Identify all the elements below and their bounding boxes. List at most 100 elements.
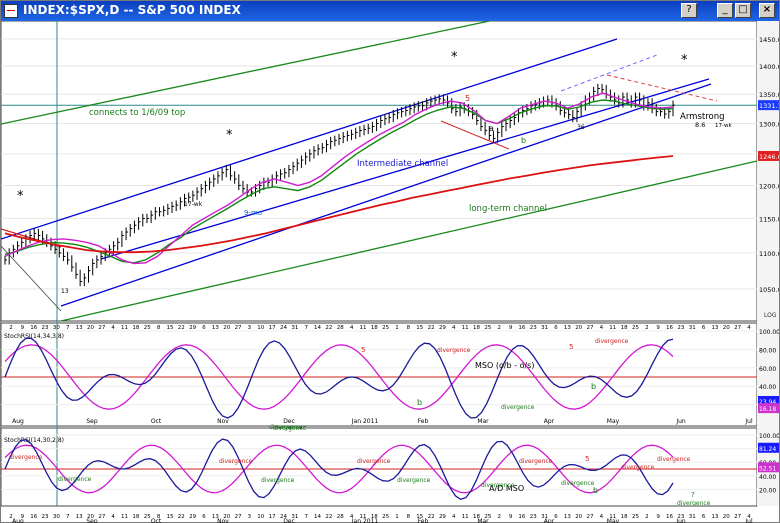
- day-tick-label: 25: [144, 325, 151, 331]
- day-tick-label: 8: [407, 325, 411, 331]
- annotation-connects: connects to 1/6/09 top: [89, 108, 185, 118]
- month-tick-label-bottom: Jun: [675, 518, 686, 523]
- minimize-button[interactable]: _: [717, 3, 733, 18]
- day-tick-label-bottom: 20: [723, 514, 730, 520]
- day-tick-label: 13: [76, 325, 83, 331]
- day-tick-label-bottom: 18: [371, 514, 378, 520]
- window-title: INDEX:$SPX,D -- S&P 500 INDEX: [23, 3, 241, 17]
- indicator-tick-label: 40.00: [759, 384, 776, 391]
- day-tick-label: 14: [314, 325, 321, 331]
- day-tick-label: 9: [509, 325, 513, 331]
- day-tick-label-bottom: 15: [416, 514, 423, 520]
- day-tick-label: 9: [656, 325, 660, 331]
- month-tick-label: Nov: [217, 418, 229, 425]
- day-tick-label: 23: [677, 325, 684, 331]
- annotation-star: *: [17, 189, 24, 204]
- indicator-label: 5: [585, 455, 589, 463]
- day-tick-label: 6: [554, 325, 558, 331]
- day-tick-label-bottom: 4: [350, 514, 354, 520]
- help-button[interactable]: ?: [681, 3, 697, 18]
- day-tick-label-bottom: 13: [212, 514, 219, 520]
- day-tick-label: 22: [178, 325, 185, 331]
- price-tick-label: 1200.00: [759, 182, 779, 190]
- indicator-label: divergence: [501, 404, 535, 411]
- month-tick-label-bottom: Feb: [418, 518, 429, 523]
- day-tick-label-bottom: 31: [689, 514, 696, 520]
- month-tick-label-bottom: Jul: [744, 518, 753, 523]
- annotation-cycle-value: 8.6: [695, 121, 705, 129]
- indicator-signal-line: [4, 444, 674, 494]
- day-tick-label-bottom: 25: [382, 514, 389, 520]
- day-tick-label-bottom: 20: [223, 514, 230, 520]
- day-tick-label-bottom: 25: [144, 514, 151, 520]
- day-tick-label-bottom: 11: [462, 514, 469, 520]
- stochrsi-panel-2: StochRSI(14,30,2,8)100.0080.0060.0040.00…: [1, 433, 779, 507]
- price-tag: [758, 100, 779, 111]
- day-tick-label-bottom: 20: [87, 514, 94, 520]
- indicator-tag-label: 81.24: [759, 446, 776, 453]
- day-tick-label-bottom: 22: [178, 514, 185, 520]
- indicator-label: divergence: [481, 482, 515, 489]
- day-tick-label: 4: [350, 325, 354, 331]
- day-tick-label-bottom: 11: [121, 514, 128, 520]
- day-tick-label: 24: [280, 325, 287, 331]
- day-tick-label-bottom: 4: [600, 514, 604, 520]
- day-tick-label-bottom: 2: [645, 514, 649, 520]
- day-tick-label: 11: [359, 325, 366, 331]
- day-tick-label: 11: [609, 325, 616, 331]
- price-tick-label: 1100.00: [759, 250, 779, 258]
- month-tick-label: Jul: [744, 418, 753, 425]
- day-tick-label-bottom: 7: [304, 514, 308, 520]
- day-tick-label-bottom: 3: [248, 514, 252, 520]
- price-tick-label: 1150.00: [759, 215, 779, 223]
- day-tick-label-bottom: 20: [575, 514, 582, 520]
- month-tick-label-bottom: Oct: [151, 518, 162, 523]
- day-tick-label: 27: [734, 325, 741, 331]
- month-tick-label-bottom: Apr: [544, 518, 555, 523]
- day-tick-label-bottom: 8: [407, 514, 411, 520]
- day-tick-label-bottom: 31: [291, 514, 298, 520]
- day-tick-label-bottom: 4: [452, 514, 456, 520]
- day-tick-label: 13: [564, 325, 571, 331]
- red-trend-line-2: [440, 120, 510, 150]
- indicator-title: StochRSI(14,30,2,8): [4, 437, 64, 444]
- day-tick-label: 9: [21, 325, 25, 331]
- day-tick-label: 27: [587, 325, 594, 331]
- indicator-tag: [758, 462, 779, 473]
- close-button[interactable]: ×: [759, 3, 775, 18]
- annotation-intermediate-channel: Intermediate channel: [357, 159, 448, 169]
- month-tick-label-bottom: May: [607, 518, 620, 523]
- day-tick-label-bottom: 9: [21, 514, 25, 520]
- maximize-button[interactable]: □: [735, 3, 751, 18]
- indicator-tick-label: 100.00: [759, 433, 779, 440]
- price-tick-label: 1300.00: [759, 120, 779, 128]
- day-tick-label-bottom: 6: [554, 514, 558, 520]
- day-tick-label-bottom: 22: [428, 514, 435, 520]
- price-tick-label: 1400.00: [759, 63, 779, 71]
- indicator-label: divergence: [519, 458, 553, 465]
- day-tick-label-bottom: 9: [509, 514, 513, 520]
- indicator-tag: [758, 403, 779, 414]
- day-tick-label-bottom: 18: [132, 514, 139, 520]
- day-tick-label-bottom: 4: [747, 514, 751, 520]
- month-tick-label-bottom: Dec: [283, 518, 295, 523]
- day-tick-label-bottom: 25: [632, 514, 639, 520]
- day-tick-label: 2: [9, 325, 13, 331]
- title-bar[interactable]: INDEX:$SPX,D -- S&P 500 INDEX ? _ □ ×: [1, 1, 779, 21]
- indicator-label: divergence: [58, 476, 92, 483]
- log-scale-label: LOG: [764, 312, 777, 319]
- indicator-tag-label: 23.94: [759, 399, 776, 406]
- app-icon: [4, 4, 18, 18]
- day-tick-label-bottom: 7: [66, 514, 70, 520]
- lower-green-channel-line: [60, 160, 758, 322]
- day-tick-label: 20: [87, 325, 94, 331]
- price-tag-label: 1331.10: [759, 102, 779, 110]
- month-tick-label-bottom: Mar: [477, 518, 489, 523]
- day-tick-label: 13: [212, 325, 219, 331]
- chart-annotations: connects to 1/6/09 top Intermediate chann…: [17, 50, 732, 295]
- indicator-label: divergence: [9, 454, 43, 461]
- month-tick-label-bottom: Aug: [12, 518, 24, 523]
- day-tick-label: 20: [223, 325, 230, 331]
- indicator-label: divergence: [357, 458, 391, 465]
